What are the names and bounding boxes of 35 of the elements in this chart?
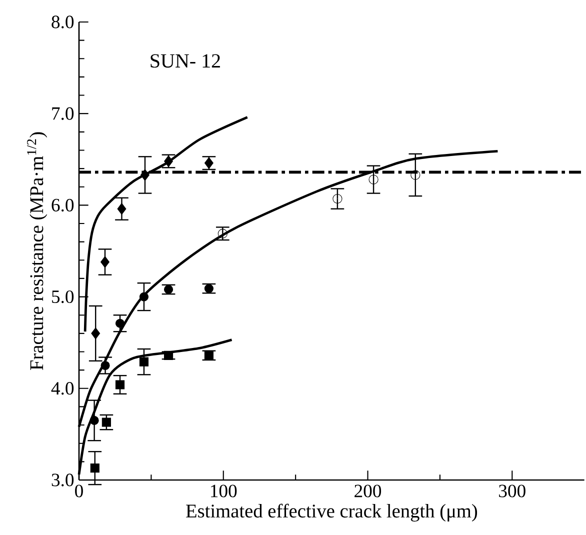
point [139, 357, 149, 366]
y-tick-label: 3.0 [52, 474, 74, 486]
point [139, 292, 149, 302]
x-tick-label: 200 [354, 484, 382, 498]
point [218, 228, 228, 238]
point [164, 350, 174, 360]
point [332, 194, 342, 204]
x-tick-label: 300 [499, 484, 526, 498]
point [140, 169, 150, 181]
point [410, 170, 420, 180]
x-tick-label: 0 [75, 484, 83, 498]
y-axis-title: Fracture resistance (MPa·m$^{1/2}$) [27, 132, 48, 370]
point [100, 360, 110, 370]
point [204, 157, 214, 169]
point [117, 202, 126, 215]
text: SUN- 12 [150, 54, 220, 68]
point [115, 380, 125, 390]
y-tick-label: 6.0 [52, 198, 74, 212]
x-tick-label: 100 [211, 484, 237, 498]
point [164, 155, 173, 168]
point [90, 464, 100, 473]
y-tick-label: 4.0 [51, 382, 74, 395]
y-tick-label: 5.0 [52, 290, 74, 304]
x-axis-title: Estimated effective crack length (μm) [186, 504, 478, 522]
point [204, 350, 214, 360]
point [102, 418, 111, 427]
point [204, 284, 214, 294]
point [115, 318, 125, 328]
point [90, 416, 99, 425]
point [100, 256, 110, 268]
y-tick-label: 7.0 [52, 107, 74, 120]
y-tick-label: 8.0 [52, 16, 74, 28]
point [164, 284, 174, 294]
point [91, 328, 100, 340]
point [368, 174, 378, 184]
